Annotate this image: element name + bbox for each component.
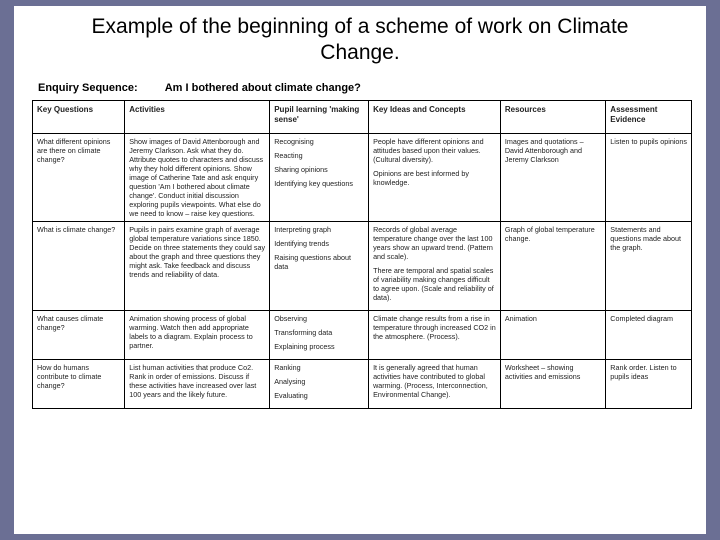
table-row: What causes climate change?Animation sho…	[33, 311, 692, 360]
slide: Example of the beginning of a scheme of …	[14, 6, 706, 534]
scheme-table: Key Questions Activities Pupil learning …	[32, 100, 692, 409]
table-row: How do humans contribute to climate chan…	[33, 360, 692, 409]
col-header-assessment: Assessment Evidence	[606, 101, 692, 134]
cell-assessment: Listen to pupils opinions	[606, 134, 692, 222]
cell-line: Identifying trends	[274, 239, 364, 248]
enquiry-heading: Enquiry Sequence: Am I bothered about cl…	[32, 78, 692, 100]
cell-pupil-learning: Observing Transforming data Explaining pro…	[270, 311, 369, 360]
enquiry-value: Am I bothered about climate change?	[165, 82, 361, 94]
cell-line: Climate change results from a rise in te…	[373, 314, 496, 341]
cell-key-ideas: It is generally agreed that human activi…	[369, 360, 501, 409]
cell-line: Records of global average temperature ch…	[373, 225, 496, 261]
cell-line: There are temporal and spatial scales of…	[373, 266, 496, 302]
table-row: What different opinions are there on cli…	[33, 134, 692, 222]
document-scan: Enquiry Sequence: Am I bothered about cl…	[32, 78, 692, 526]
cell-line: Transforming data	[274, 328, 364, 337]
cell-line: Opinions are best informed by knowledge.	[373, 169, 496, 187]
cell-activities: Pupils in pairs examine graph of average…	[125, 222, 270, 311]
col-header-resources: Resources	[500, 101, 605, 134]
cell-question: What different opinions are there on cli…	[33, 134, 125, 222]
col-header-activities: Activities	[125, 101, 270, 134]
cell-line: Reacting	[274, 151, 364, 160]
cell-line: Interpreting graph	[274, 225, 364, 234]
cell-question: What is climate change?	[33, 222, 125, 311]
cell-line: Raising questions about data	[274, 253, 364, 271]
col-header-pupil: Pupil learning 'making sense'	[270, 101, 369, 134]
cell-line: Explaining process	[274, 342, 364, 351]
cell-line: People have different opinions and attit…	[373, 137, 496, 164]
cell-line: Analysing	[274, 377, 364, 386]
col-header-questions: Key Questions	[33, 101, 125, 134]
cell-key-ideas: Records of global average temperature ch…	[369, 222, 501, 311]
cell-assessment: Statements and questions made about the …	[606, 222, 692, 311]
cell-line: Recognising	[274, 137, 364, 146]
cell-line: Identifying key questions	[274, 179, 364, 188]
cell-pupil-learning: Interpreting graph Identifying trends Rais…	[270, 222, 369, 311]
table-row: What is climate change?Pupils in pairs e…	[33, 222, 692, 311]
table-body: What different opinions are there on cli…	[33, 134, 692, 409]
cell-pupil-learning: Recognising Reacting Sharing opinions Ident…	[270, 134, 369, 222]
cell-resources: Worksheet – showing activities and emiss…	[500, 360, 605, 409]
cell-line: Evaluating	[274, 391, 364, 400]
page-title: Example of the beginning of a scheme of …	[14, 6, 706, 79]
cell-resources: Images and quotations – David Attenborou…	[500, 134, 605, 222]
cell-assessment: Rank order. Listen to pupils ideas	[606, 360, 692, 409]
cell-activities: List human activities that produce Co2. …	[125, 360, 270, 409]
cell-question: How do humans contribute to climate chan…	[33, 360, 125, 409]
enquiry-label: Enquiry Sequence:	[38, 82, 138, 94]
cell-activities: Animation showing process of global warm…	[125, 311, 270, 360]
cell-line: Ranking	[274, 363, 364, 372]
col-header-ideas: Key Ideas and Concepts	[369, 101, 501, 134]
cell-pupil-learning: Ranking Analysing Evaluating	[270, 360, 369, 409]
cell-question: What causes climate change?	[33, 311, 125, 360]
cell-assessment: Completed diagram	[606, 311, 692, 360]
cell-activities: Show images of David Attenborough and Je…	[125, 134, 270, 222]
cell-line: It is generally agreed that human activi…	[373, 363, 496, 399]
cell-key-ideas: People have different opinions and attit…	[369, 134, 501, 222]
cell-resources: Graph of global temperature change.	[500, 222, 605, 311]
cell-line: Observing	[274, 314, 364, 323]
cell-key-ideas: Climate change results from a rise in te…	[369, 311, 501, 360]
cell-line: Sharing opinions	[274, 165, 364, 174]
cell-resources: Animation	[500, 311, 605, 360]
table-header-row: Key Questions Activities Pupil learning …	[33, 101, 692, 134]
